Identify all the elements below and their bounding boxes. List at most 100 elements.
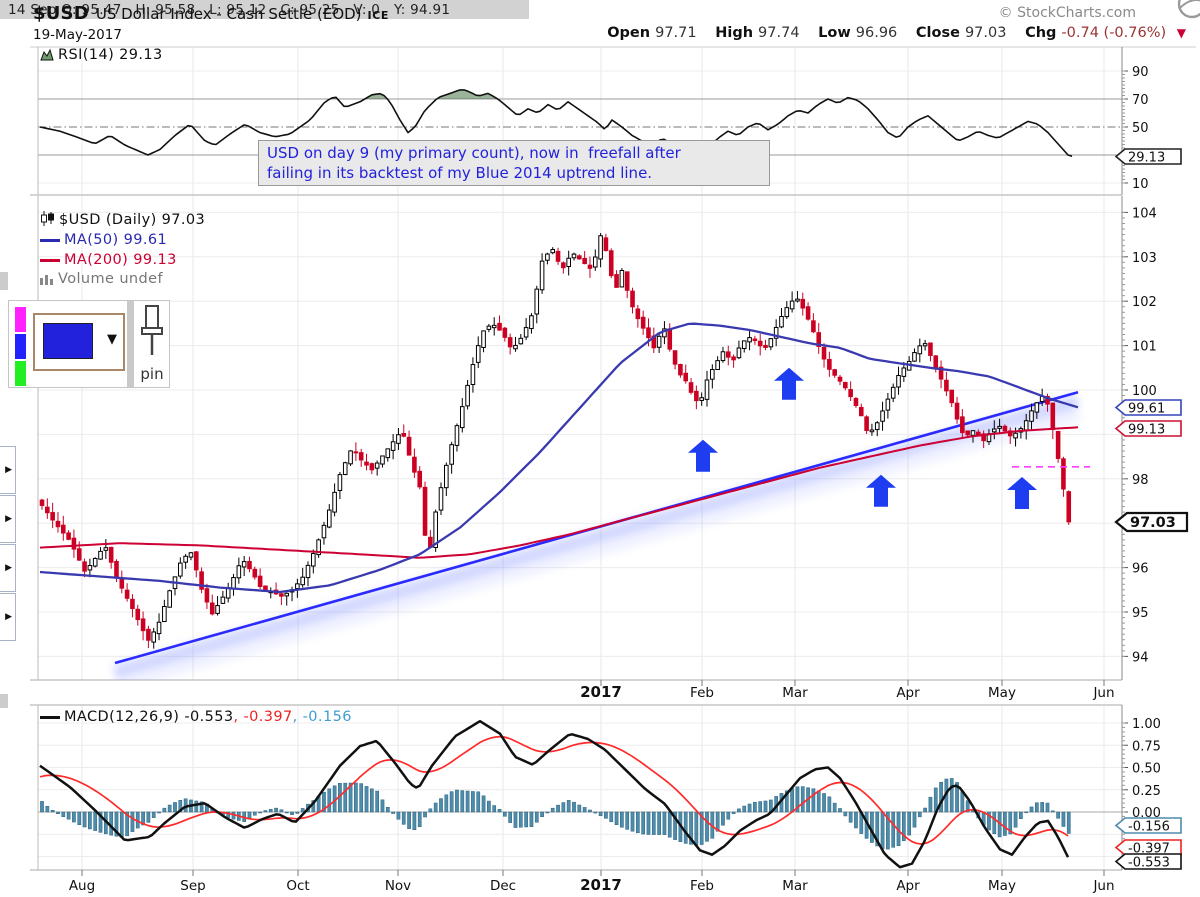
macd-plot: [39, 719, 1071, 869]
pin-label: pin: [140, 365, 164, 383]
left-edge-tool[interactable]: ▶: [0, 544, 16, 592]
volume-bars-icon: [40, 275, 53, 285]
axis-value-tag: 97.03: [1114, 511, 1189, 532]
macd-legend: MACD(12,26,9) -0.553, -0.397, -0.156: [40, 709, 352, 725]
pin-tool[interactable]: pin: [137, 303, 167, 385]
color-swatch-blue[interactable]: [15, 334, 26, 359]
axis-value-tag: 99.13: [1114, 420, 1182, 438]
ma50-line-icon: [40, 238, 60, 242]
axis-value-tag: 29.13: [1114, 147, 1182, 165]
macd-line-icon: [40, 715, 60, 719]
svg-text:Dec: Dec: [490, 878, 516, 894]
svg-text:1.00: 1.00: [1132, 717, 1161, 732]
copyright: © StockCharts.com: [998, 5, 1136, 21]
annotation-note: USD on day 9 (my primary count), now in …: [258, 140, 770, 186]
svg-text:Feb: Feb: [690, 685, 714, 701]
annotation-line-2: failing in its backtest of my Blue 2014 …: [267, 164, 653, 182]
svg-text:70: 70: [1132, 93, 1149, 108]
close-label: Close: [915, 25, 960, 41]
annotation-line-1: USD on day 9 (my primary count), now in …: [267, 144, 681, 162]
left-edge-tool[interactable]: ▶: [0, 593, 16, 641]
open-value: 97.71: [655, 25, 697, 41]
right-arrow-icon: ▶: [5, 612, 12, 622]
svg-text:101: 101: [1132, 340, 1157, 355]
svg-text:29.13: 29.13: [1128, 150, 1165, 165]
pin-icon: [141, 305, 163, 355]
svg-text:97.03: 97.03: [1130, 515, 1176, 531]
svg-text:Jun: Jun: [1092, 685, 1114, 701]
svg-text:98: 98: [1132, 473, 1149, 488]
rsi-plot: [39, 89, 1073, 159]
high-value: 97.74: [758, 25, 800, 41]
axis-value-tag: -0.397: [1114, 839, 1182, 856]
svg-text:0.75: 0.75: [1132, 739, 1161, 754]
svg-text:Sep: Sep: [180, 878, 205, 894]
svg-text:99.61: 99.61: [1128, 401, 1165, 416]
data-window-text: 14 Sep O: 95.47 H: 95.58 L: 95.12 C: 95.…: [8, 2, 451, 18]
left-edge-fragment: [0, 272, 8, 290]
caret-down-icon: ▼: [107, 332, 117, 347]
left-edge-tool[interactable]: ▶: [0, 446, 16, 494]
volume-legend: Volume undef: [40, 271, 163, 287]
axis-value-tag: -0.553: [1114, 852, 1182, 870]
svg-text:-0.156: -0.156: [1128, 820, 1170, 835]
axis-value-tag: -0.156: [1114, 817, 1182, 835]
up-arrow-marker: [774, 367, 804, 400]
svg-text:Oct: Oct: [286, 878, 309, 894]
right-arrow-icon: ▶: [5, 514, 12, 524]
up-arrow-marker: [1007, 477, 1037, 510]
svg-text:99.13: 99.13: [1128, 423, 1165, 438]
up-arrow-marker: [866, 474, 896, 507]
svg-text:Apr: Apr: [896, 685, 920, 701]
color-swatch-green[interactable]: [15, 361, 26, 386]
instrument-name: US Dollar Index - Cash Settle (EOD): [95, 5, 362, 23]
rsi-icon: [40, 48, 54, 61]
toolbar-divider: [127, 301, 134, 387]
svg-text:94: 94: [1132, 650, 1149, 665]
high-label: High: [715, 25, 754, 41]
svg-text:0.00: 0.00: [1132, 806, 1161, 821]
chg-value: -0.74 (-0.76%): [1061, 25, 1167, 41]
svg-text:96: 96: [1132, 562, 1149, 577]
svg-text:Jun: Jun: [1092, 878, 1114, 894]
svg-text:Apr: Apr: [896, 878, 920, 894]
left-edge-tool[interactable]: ▶: [0, 495, 16, 543]
chart-date: 19-May-2017: [33, 27, 122, 43]
svg-text:Feb: Feb: [690, 878, 714, 894]
annotation-toolbar: ▼ pin: [8, 300, 170, 388]
symbol: $USD: [33, 3, 89, 24]
svg-text:-0.553: -0.553: [1128, 855, 1170, 870]
price-legend: $USD (Daily) 97.03: [40, 211, 205, 228]
svg-text:102: 102: [1132, 295, 1157, 310]
svg-text:0.25: 0.25: [1132, 784, 1161, 799]
selected-color-swatch: [43, 323, 93, 359]
svg-text:May: May: [988, 685, 1016, 701]
svg-text:2017: 2017: [580, 876, 622, 894]
low-label: Low: [818, 25, 851, 41]
chart-title: $USD US Dollar Index - Cash Settle (EOD) I…: [33, 3, 389, 24]
svg-text:95: 95: [1132, 606, 1149, 621]
svg-text:Aug: Aug: [69, 878, 95, 894]
svg-text:Mar: Mar: [782, 685, 808, 701]
quote-summary: Open 97.71 High 97.74 Low 96.96 Close 97.03 …: [593, 25, 1186, 41]
svg-text:0.50: 0.50: [1132, 762, 1161, 777]
right-arrow-icon: ▶: [5, 563, 12, 573]
svg-text:2017: 2017: [580, 683, 622, 701]
exchange: ICE: [367, 9, 390, 22]
svg-text:100: 100: [1132, 384, 1157, 399]
left-edge-fragment: [0, 694, 8, 708]
chg-label: Chg: [1025, 25, 1057, 41]
svg-text:50: 50: [1132, 121, 1149, 136]
price-plot: [39, 233, 1090, 680]
svg-text:10: 10: [1132, 177, 1149, 192]
svg-text:May: May: [988, 878, 1016, 894]
ma200-legend: MA(200) 99.13: [40, 252, 177, 268]
data-window-bar: 14 Sep O: 95.47 H: 95.58 L: 95.12 C: 95.…: [0, 0, 529, 19]
stockcharts-logo-icon: [1177, 0, 1200, 19]
color-swatch-magenta[interactable]: [15, 307, 26, 332]
color-picker-dropdown[interactable]: ▼: [33, 313, 125, 371]
right-arrow-icon: ▶: [5, 465, 12, 475]
open-label: Open: [607, 25, 651, 41]
svg-text:103: 103: [1132, 251, 1157, 266]
